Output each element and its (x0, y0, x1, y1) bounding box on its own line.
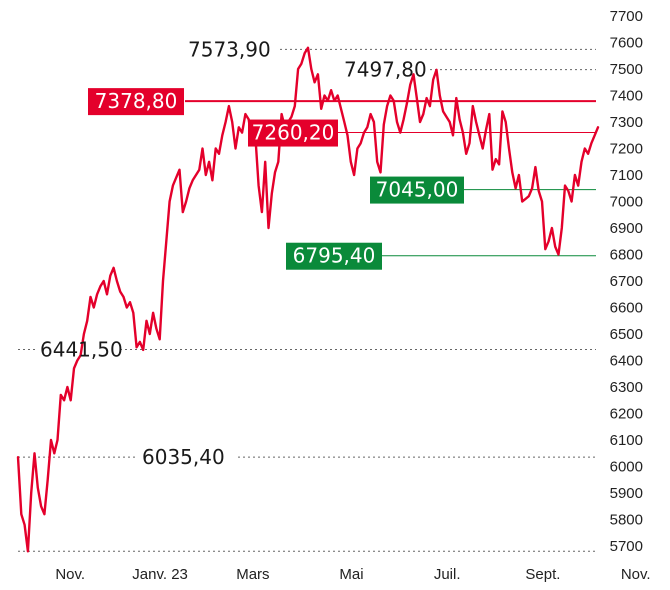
label-6795-40: 6795,40 (293, 244, 376, 268)
y-tick-6000: 6000 (610, 459, 643, 476)
x-tick-4: Juil. (434, 566, 461, 583)
y-tick-6900: 6900 (610, 220, 643, 237)
y-tick-6200: 6200 (610, 406, 643, 423)
label-box-7045-00 (370, 176, 464, 204)
label-7573-90: 7573,90 (188, 37, 271, 61)
y-tick-6100: 6100 (610, 432, 643, 449)
y-tick-7700: 7700 (610, 8, 643, 25)
y-tick-7400: 7400 (610, 88, 643, 105)
label-box-7378-80 (88, 88, 184, 116)
x-tick-5: Sept. (525, 566, 560, 583)
price-series (16, 46, 600, 553)
label-box-6795-40 (286, 242, 382, 270)
label-7378-80: 7378,80 (95, 89, 178, 113)
y-tick-7300: 7300 (610, 114, 643, 131)
label-7260-20: 7260,20 (252, 121, 335, 145)
label-7497-80: 7497,80 (344, 58, 427, 82)
x-tick-3: Mai (339, 566, 363, 583)
price-line (16, 46, 600, 553)
label-6441-50: 6441,50 (40, 338, 123, 362)
x-tick-2: Mars (236, 566, 269, 583)
y-tick-7600: 7600 (610, 35, 643, 52)
label-box-7260-20 (248, 119, 338, 147)
annotation-labels: 7573,90 7497,80 7378,80 7260,20 7045,00 6795,… (40, 37, 464, 469)
y-tick-6700: 6700 (610, 273, 643, 290)
y-tick-6600: 6600 (610, 300, 643, 317)
x-tick-6: Nov. (621, 566, 651, 583)
x-axis: Nov. Janv. 23 Mars Mai Juil. Sept. Nov. (55, 566, 650, 583)
y-tick-7500: 7500 (610, 61, 643, 78)
x-tick-0: Nov. (55, 566, 85, 583)
y-tick-6500: 6500 (610, 326, 643, 343)
y-tick-7200: 7200 (610, 141, 643, 158)
y-tick-7100: 7100 (610, 167, 643, 184)
y-tick-5900: 5900 (610, 485, 643, 502)
y-tick-5800: 5800 (610, 512, 643, 529)
y-tick-6300: 6300 (610, 379, 643, 396)
x-tick-1: Janv. 23 (132, 566, 188, 583)
y-tick-6800: 6800 (610, 247, 643, 264)
y-axis: 7700 7600 7500 7400 7300 7200 7100 7000 6900 6800… (610, 8, 643, 555)
reference-lines (18, 48, 596, 552)
label-7045-00: 7045,00 (376, 178, 459, 202)
y-tick-7000: 7000 (610, 194, 643, 211)
y-tick-6400: 6400 (610, 353, 643, 370)
label-6035-40: 6035,40 (142, 445, 225, 469)
y-tick-5700: 5700 (610, 538, 643, 555)
